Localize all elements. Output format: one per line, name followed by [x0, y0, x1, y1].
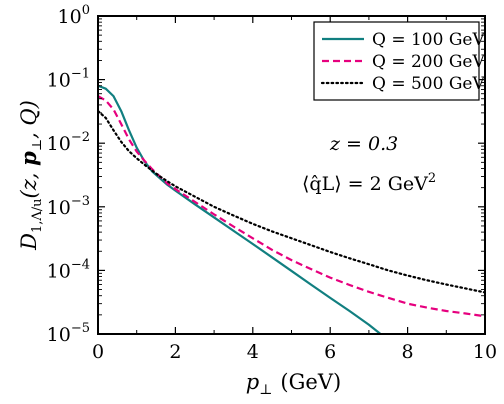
y-tick-label: 10−5	[47, 321, 90, 346]
series-line-1	[98, 84, 382, 334]
x-tick-label: 10	[473, 341, 497, 363]
annotation-z: z = 0.3	[329, 133, 398, 155]
y-tick-label: 10−1	[47, 67, 90, 92]
series-line-2	[98, 95, 485, 318]
x-tick-label: 6	[324, 341, 336, 363]
legend-label-1: Q = 100 GeV	[372, 30, 485, 50]
x-tick-label: 4	[247, 341, 259, 363]
x-axis-label: p⊥ (GeV)	[246, 370, 341, 398]
series-line-3	[98, 109, 485, 294]
legend-label-2: Q = 200 GeV	[372, 52, 485, 72]
x-tick-label: 0	[92, 341, 104, 363]
annotation-qhat: ⟨q̂L⟩ = 2 GeV2	[302, 171, 436, 195]
legend-label-3: Q = 500 GeV	[372, 74, 485, 94]
x-tick-label: 8	[402, 341, 414, 363]
plot-area	[98, 84, 485, 334]
y-tick-label: 10−2	[47, 130, 90, 155]
y-axis-label: D1,Λ/u(z, p⊥, Q)	[16, 100, 45, 251]
x-tick-label: 2	[169, 341, 181, 363]
y-tick-label: 10−4	[47, 257, 90, 282]
ticks: 0 2 4 6 8 10 10−5 10−4 10−3 10−2 10−1 100	[47, 3, 497, 363]
labels: p⊥ (GeV) D1,Λ/u(z, p⊥, Q)	[16, 100, 341, 398]
legend-box	[313, 21, 480, 101]
y-tick-label: 100	[58, 3, 90, 28]
y-tick-label: 10−3	[47, 194, 90, 219]
annotations: z = 0.3 ⟨q̂L⟩ = 2 GeV2	[302, 133, 436, 195]
